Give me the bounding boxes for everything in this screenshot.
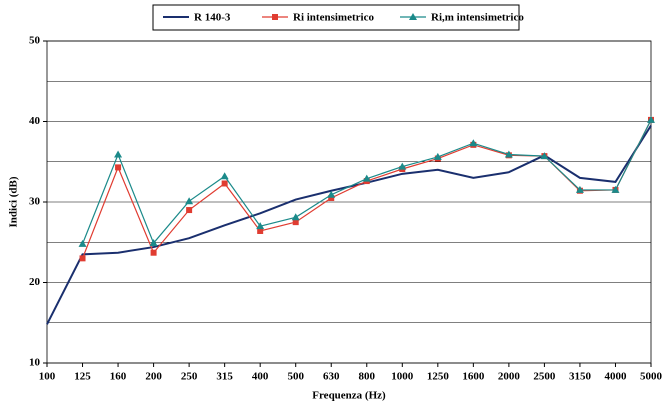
marker	[115, 164, 122, 171]
x-tick-label: 400	[252, 371, 269, 383]
marker	[409, 13, 417, 20]
x-tick-label: 630	[323, 371, 340, 383]
marker	[327, 190, 336, 198]
x-tick-label: 125	[74, 371, 91, 383]
marker	[220, 172, 229, 180]
x-tick-label: 2000	[498, 371, 521, 383]
x-tick-label: 200	[145, 371, 162, 383]
marker	[291, 213, 300, 221]
marker	[362, 174, 371, 182]
x-tick-label: 3150	[569, 371, 592, 383]
x-tick-label: 2500	[533, 371, 556, 383]
marker	[504, 150, 513, 158]
x-tick-label: 4000	[604, 371, 627, 383]
marker	[256, 222, 265, 230]
marker	[328, 194, 335, 201]
marker	[149, 239, 158, 247]
marker	[221, 180, 228, 187]
marker	[611, 185, 620, 193]
marker	[78, 239, 87, 247]
x-tick-label: 1000	[391, 371, 414, 383]
marker	[150, 249, 157, 256]
x-tick-label: 315	[216, 371, 233, 383]
legend-label: R 140-3	[194, 12, 231, 24]
marker	[575, 185, 584, 193]
x-tick-label: 5000	[640, 371, 663, 383]
y-tick-label: 20	[29, 276, 41, 288]
legend-box	[152, 4, 520, 31]
legend-label: Ri intensimetrico	[293, 12, 374, 24]
marker	[292, 219, 299, 226]
marker	[186, 207, 193, 214]
marker	[469, 139, 478, 147]
marker	[647, 115, 655, 123]
marker	[114, 150, 123, 158]
x-tick-label: 100	[39, 371, 56, 383]
x-tick-label: 1250	[427, 371, 450, 383]
marker	[540, 152, 549, 160]
legend-label: Ri,m intensimetrico	[431, 12, 524, 24]
x-tick-label: 800	[359, 371, 376, 383]
marker	[433, 152, 442, 160]
marker	[272, 14, 278, 20]
y-tick-label: 30	[29, 196, 41, 208]
x-tick-label: 1600	[462, 371, 485, 383]
marker	[257, 227, 264, 234]
marker	[79, 255, 86, 262]
y-tick-label: 40	[29, 115, 41, 127]
y-tick-label: 10	[29, 357, 41, 369]
marker	[185, 197, 194, 205]
y-tick-label: 50	[29, 35, 41, 47]
y-axis-title: Indici (dB)	[8, 176, 20, 227]
marker	[398, 162, 407, 170]
x-tick-label: 250	[181, 371, 198, 383]
x-axis-title: Frequenza (Hz)	[312, 390, 386, 402]
x-tick-label: 500	[287, 371, 304, 383]
x-tick-label: 160	[110, 371, 127, 383]
